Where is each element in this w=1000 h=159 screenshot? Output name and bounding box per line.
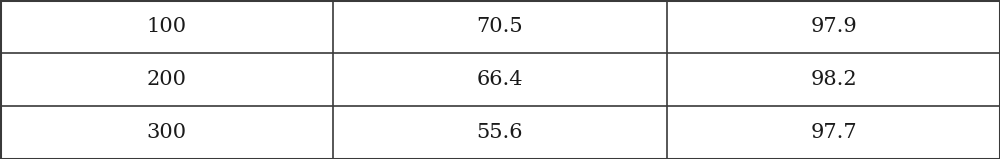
Text: 98.2: 98.2 bbox=[810, 70, 857, 89]
Text: 200: 200 bbox=[146, 70, 186, 89]
Text: 97.7: 97.7 bbox=[810, 123, 857, 142]
Text: 66.4: 66.4 bbox=[477, 70, 523, 89]
Text: 97.9: 97.9 bbox=[810, 17, 857, 36]
Text: 100: 100 bbox=[146, 17, 187, 36]
Text: 55.6: 55.6 bbox=[477, 123, 523, 142]
Text: 70.5: 70.5 bbox=[477, 17, 523, 36]
Text: 300: 300 bbox=[146, 123, 187, 142]
